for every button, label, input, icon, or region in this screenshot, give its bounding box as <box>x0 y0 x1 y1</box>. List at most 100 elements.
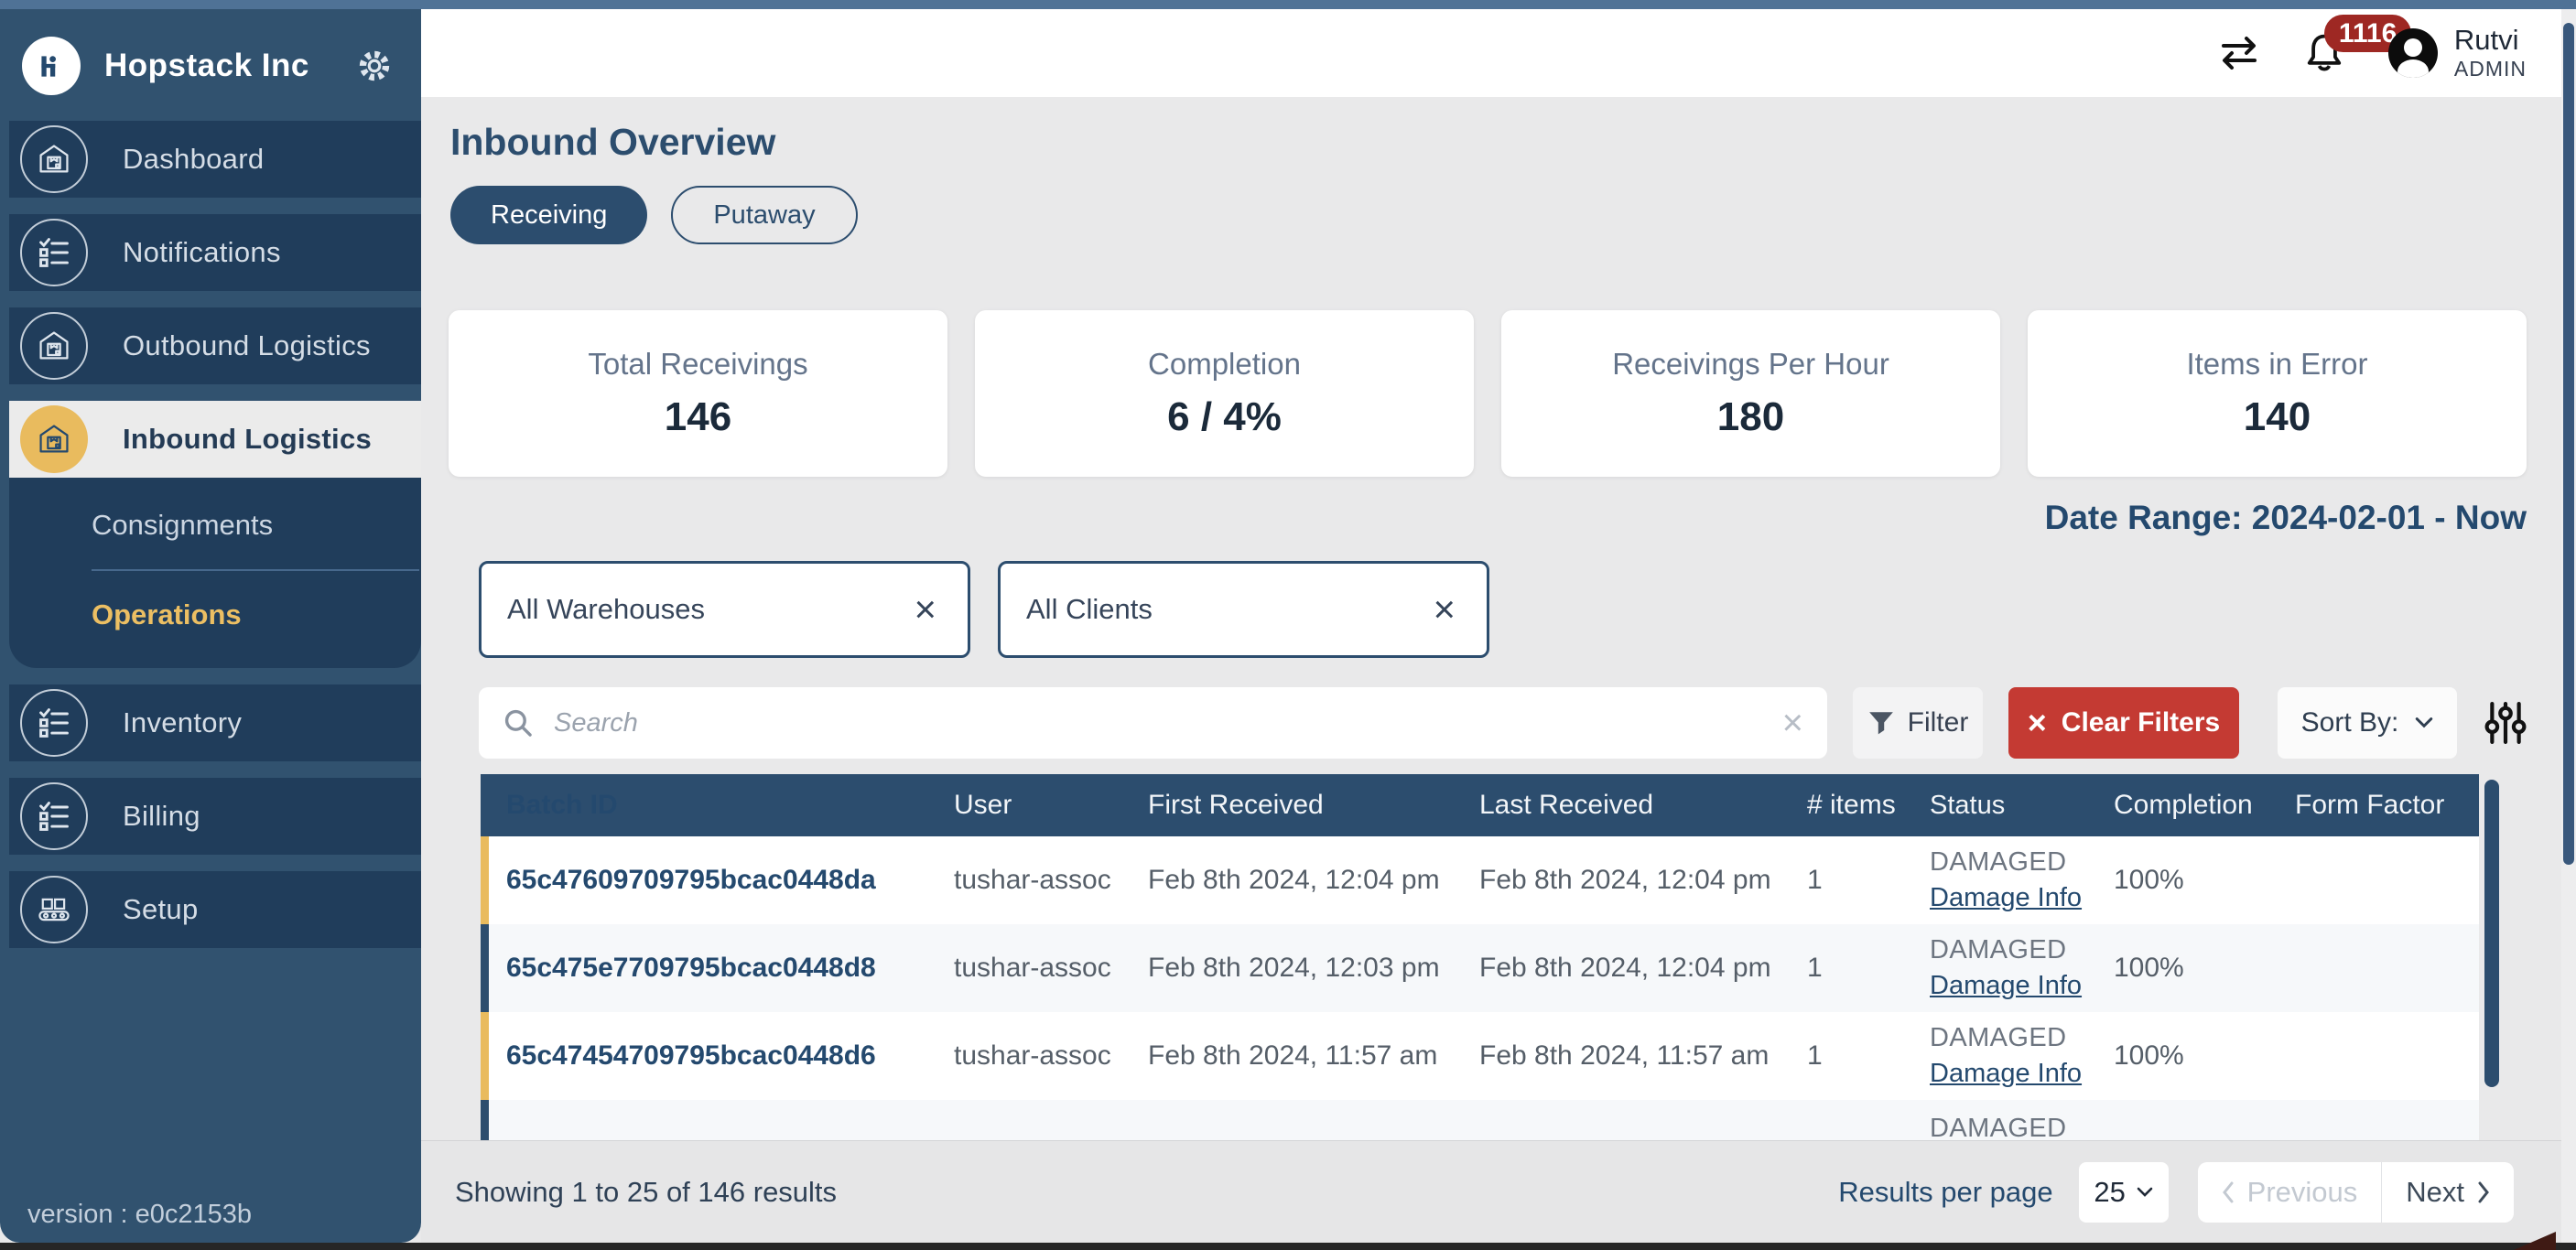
clear-filters-icon: × <box>2027 704 2047 741</box>
brand-row: Hopstack Inc <box>0 9 421 121</box>
tab-receiving[interactable]: Receiving <box>450 186 648 244</box>
previous-page-button[interactable]: Previous <box>2198 1162 2382 1223</box>
sidebar-item-label: Notifications <box>123 236 281 268</box>
warehouse-icon <box>20 405 88 473</box>
tab-putaway[interactable]: Putaway <box>671 186 858 244</box>
sidebar-item-dashboard[interactable]: Dashboard <box>9 121 421 198</box>
chevron-down-icon <box>2416 717 2433 728</box>
sidebar-item-notifications[interactable]: Notifications <box>9 214 421 291</box>
results-per-page-label: Results per page <box>1838 1175 2053 1208</box>
sidebar-item-setup[interactable]: Setup <box>9 871 421 948</box>
window-bottom-strip <box>0 1243 2576 1250</box>
checklist-icon <box>20 219 88 286</box>
stat-value: 180 <box>1716 394 1785 439</box>
column-header-completion[interactable]: Completion <box>2114 790 2253 820</box>
filter-button[interactable]: Filter <box>1853 687 1983 759</box>
chevron-left-icon <box>2222 1181 2234 1202</box>
notification-badge[interactable]: 1116 <box>2323 15 2412 52</box>
page-scrollbar-thumb[interactable] <box>2563 23 2574 865</box>
clear-filters-label: Clear Filters <box>2061 707 2221 738</box>
chevron-down-icon <box>2137 1187 2153 1197</box>
status-cell: DAMAGED Damage Info <box>1904 935 2088 1001</box>
avatar-icon <box>2387 27 2440 80</box>
clear-filters-button[interactable]: × Clear Filters <box>2008 687 2239 759</box>
status-text: DAMAGED <box>1930 847 2067 877</box>
inbound-submenu: Consignments Operations <box>9 478 421 668</box>
clear-client-icon[interactable]: × <box>1433 587 1456 630</box>
user-cell: tushar-assoc <box>954 953 1111 983</box>
status-text: DAMAGED <box>1930 935 2067 964</box>
sidebar-item-label: Billing <box>123 800 200 832</box>
page-scrollbar[interactable] <box>2561 9 2576 1243</box>
status-cell: DAMAGED <box>1904 1114 2088 1140</box>
stat-value: 140 <box>2243 394 2311 439</box>
column-header-batch-id[interactable]: Batch ID <box>506 790 618 820</box>
stat-label: Receivings Per Hour <box>1612 347 1889 381</box>
column-header-user[interactable]: User <box>954 790 1012 820</box>
status-text: DAMAGED <box>1930 1023 2067 1052</box>
next-page-button[interactable]: Next <box>2381 1161 2514 1223</box>
search-input[interactable] <box>552 706 1782 739</box>
items-cell: 1 <box>1807 865 1823 895</box>
submenu-divider <box>92 569 419 571</box>
checklist-icon <box>20 782 88 850</box>
last-received-cell: Feb 8th 2024, 11:57 am <box>1479 1040 1770 1071</box>
user-menu[interactable]: Rutvi ADMIN <box>2387 24 2527 81</box>
sidebar-item-billing[interactable]: Billing <box>9 778 421 855</box>
receivings-table: Batch ID User First Received Last Receiv… <box>481 774 2479 1140</box>
sidebar-item-inventory[interactable]: Inventory <box>9 684 421 761</box>
completion-cell: 100% <box>2114 1040 2184 1071</box>
table-row[interactable]: 65c47609709795bcac0448da tushar-assoc Fe… <box>481 836 2479 924</box>
pagination-bar: Showing 1 to 25 of 146 results Results p… <box>421 1140 2561 1243</box>
damage-info-link[interactable]: Damage Info <box>1930 971 2083 1000</box>
pager: Previous Next <box>2197 1161 2514 1223</box>
table-row[interactable]: DAMAGED <box>481 1100 2479 1140</box>
sort-by-button[interactable]: Sort By: <box>2278 687 2457 759</box>
page-size-value: 25 <box>2094 1175 2126 1208</box>
column-header-last-received[interactable]: Last Received <box>1479 790 1654 820</box>
client-select[interactable]: All Clients × <box>998 561 1489 658</box>
table-scrollbar-thumb[interactable] <box>2484 780 2499 1087</box>
sidebar-item-consignments[interactable]: Consignments <box>92 509 274 541</box>
column-header-status[interactable]: Status <box>1930 790 2006 820</box>
sidebar-item-label: Setup <box>123 893 199 925</box>
client-select-value: All Clients <box>1026 593 1153 625</box>
batch-id-cell[interactable]: 65c47609709795bcac0448da <box>506 865 876 895</box>
funnel-icon <box>1868 712 1893 735</box>
batch-id-cell[interactable]: 65c475e7709795bcac0448d8 <box>506 953 876 983</box>
completion-cell: 100% <box>2114 953 2184 983</box>
bell-icon[interactable]: 1116 <box>2302 15 2412 77</box>
results-summary: Showing 1 to 25 of 146 results <box>455 1175 838 1208</box>
clear-warehouse-icon[interactable]: × <box>914 587 936 630</box>
user-role: ADMIN <box>2453 57 2527 81</box>
gear-icon[interactable] <box>353 45 395 87</box>
column-header-form-factor[interactable]: Form Factor <box>2295 790 2445 820</box>
transfer-icon[interactable] <box>2216 32 2262 74</box>
damage-info-link[interactable]: Damage Info <box>1930 1059 2083 1088</box>
view-tabs: Receiving Putaway <box>450 186 2561 244</box>
sidebar-item-outbound-logistics[interactable]: Outbound Logistics <box>9 307 421 384</box>
hopstack-logo-icon <box>22 37 81 95</box>
chevron-right-icon <box>2478 1181 2489 1202</box>
column-header-first-received[interactable]: First Received <box>1148 790 1324 820</box>
page-size-select[interactable]: 25 <box>2078 1161 2169 1223</box>
sidebar-item-inbound-logistics[interactable]: Inbound Logistics <box>9 401 421 478</box>
user-cell: tushar-assoc <box>954 1040 1111 1071</box>
table-row[interactable]: 65c47454709795bcac0448d6 tushar-assoc Fe… <box>481 1012 2479 1100</box>
clear-search-icon[interactable]: × <box>1781 703 1803 743</box>
next-label: Next <box>2406 1175 2464 1208</box>
batch-id-cell[interactable]: 65c47454709795bcac0448d6 <box>506 1040 876 1071</box>
warehouse-select[interactable]: All Warehouses × <box>479 561 970 658</box>
damage-info-link[interactable]: Damage Info <box>1930 883 2083 912</box>
stat-card-completion: Completion 6 / 4% <box>975 310 1474 477</box>
items-cell: 1 <box>1807 953 1823 983</box>
adjustments-icon[interactable] <box>2484 699 2527 747</box>
sidebar-item-operations[interactable]: Operations <box>92 598 242 630</box>
table-scrollbar[interactable] <box>2484 774 2499 1140</box>
conveyor-icon <box>20 876 88 943</box>
table-row[interactable]: 65c475e7709795bcac0448d8 tushar-assoc Fe… <box>481 924 2479 1012</box>
stat-cards: Total Receivings 146 Completion 6 / 4% R… <box>449 310 2527 477</box>
column-header-items[interactable]: # items <box>1807 790 1896 820</box>
warehouse-select-value: All Warehouses <box>507 593 705 625</box>
sort-by-label: Sort By: <box>2300 707 2399 738</box>
